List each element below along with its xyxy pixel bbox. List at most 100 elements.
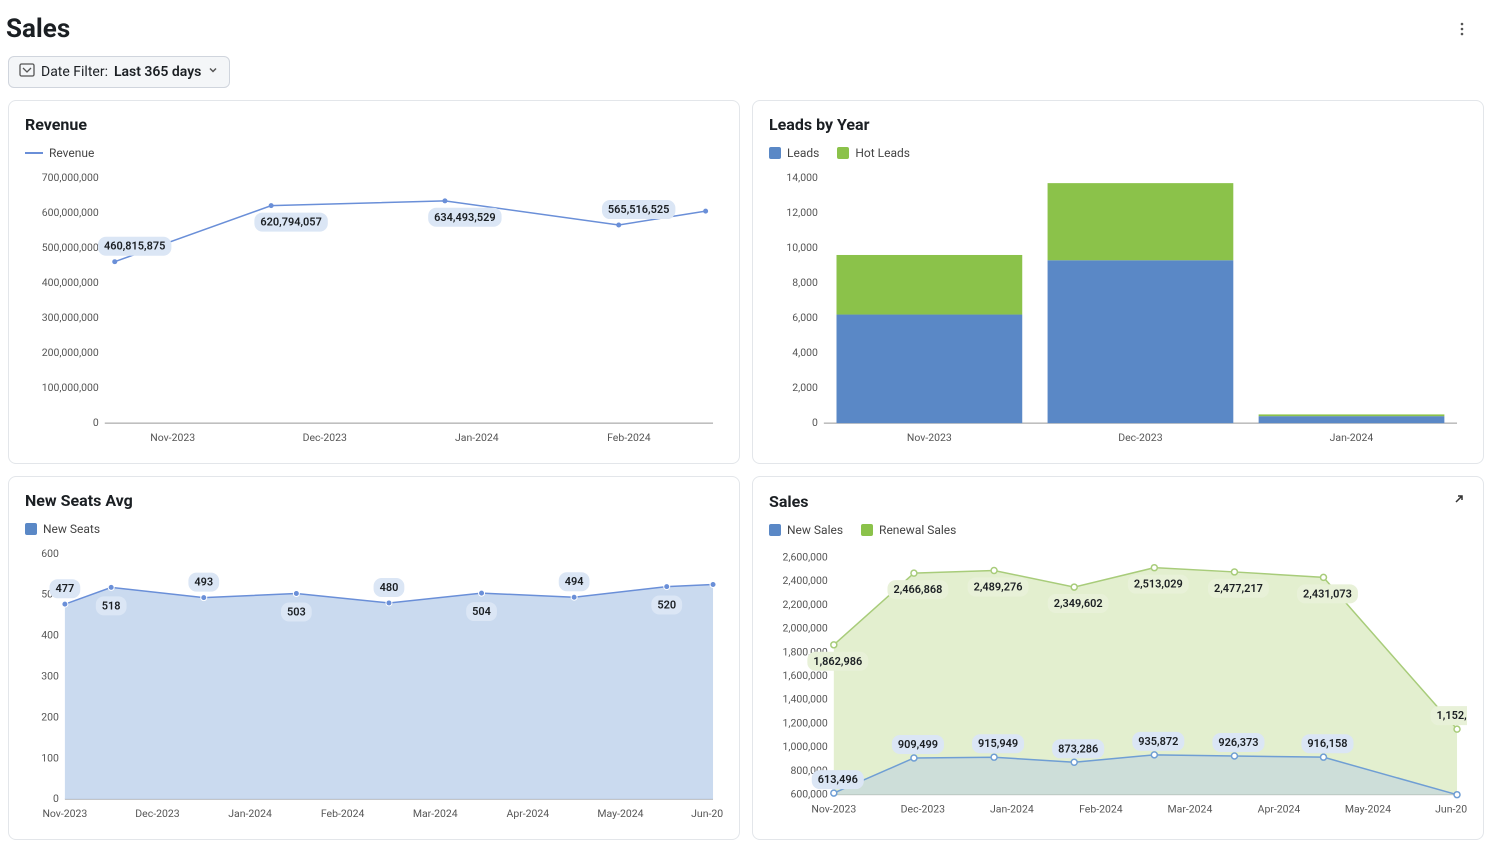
svg-text:503: 503	[287, 605, 306, 618]
svg-text:Apr-2024: Apr-2024	[1258, 803, 1301, 816]
svg-text:Dec-2023: Dec-2023	[303, 431, 347, 444]
panel-title-leads: Leads by Year	[769, 115, 869, 134]
svg-text:Dec-2023: Dec-2023	[901, 803, 945, 816]
chevron-down-icon	[207, 64, 219, 80]
svg-text:935,872: 935,872	[1138, 735, 1178, 748]
svg-text:2,200,000: 2,200,000	[783, 598, 828, 611]
svg-text:460,815,875: 460,815,875	[104, 240, 165, 253]
svg-text:2,489,276: 2,489,276	[974, 580, 1023, 593]
svg-text:Nov-2023: Nov-2023	[811, 803, 856, 816]
svg-text:2,000: 2,000	[792, 381, 818, 394]
svg-text:8,000: 8,000	[792, 276, 818, 289]
expand-icon[interactable]	[1451, 491, 1467, 511]
svg-text:May-2024: May-2024	[597, 807, 643, 820]
svg-text:494: 494	[565, 575, 584, 588]
svg-text:Mar-2024: Mar-2024	[413, 807, 458, 820]
legend-new-seats: New Seats	[25, 522, 723, 536]
legend-leads: LeadsHot Leads	[769, 146, 1467, 160]
legend-item: Revenue	[25, 146, 94, 160]
svg-text:Jan-2024: Jan-2024	[990, 803, 1034, 816]
svg-text:100,000,000: 100,000,000	[42, 381, 99, 394]
svg-text:0: 0	[93, 416, 99, 429]
svg-text:1,862,986: 1,862,986	[813, 655, 862, 668]
svg-text:500,000,000: 500,000,000	[42, 241, 99, 254]
chart-new-seats: 0100200300400500600Nov-2023Dec-2023Jan-2…	[25, 542, 723, 829]
panel-title-revenue: Revenue	[25, 115, 87, 134]
svg-text:Jun-2024: Jun-2024	[1435, 803, 1467, 816]
svg-text:6,000: 6,000	[792, 311, 818, 324]
svg-text:2,400,000: 2,400,000	[783, 574, 828, 587]
date-filter-label: Date Filter:	[41, 64, 108, 80]
filter-icon	[19, 63, 35, 81]
svg-text:1,152,324: 1,152,324	[1437, 709, 1467, 722]
legend-item: New Sales	[769, 523, 843, 537]
panel-new-seats: New Seats Avg New Seats 0100200300400500…	[8, 476, 740, 840]
svg-text:Dec-2023: Dec-2023	[1118, 431, 1162, 444]
legend-item: Renewal Sales	[861, 523, 956, 537]
svg-text:12,000: 12,000	[786, 206, 818, 219]
legend-item: Leads	[769, 146, 819, 160]
more-icon[interactable]	[1450, 17, 1474, 41]
svg-text:1,600,000: 1,600,000	[783, 669, 828, 682]
svg-text:873,286: 873,286	[1058, 742, 1098, 755]
chart-revenue: 0 100,000,000 200,000,000 300,000,000 400,00…	[25, 166, 723, 453]
svg-text:700,000,000: 700,000,000	[42, 171, 99, 184]
svg-text:613,496: 613,496	[818, 773, 858, 786]
chart-leads: 02,0004,0006,0008,00010,00012,00014,000N…	[769, 166, 1467, 453]
svg-text:1,200,000: 1,200,000	[783, 716, 828, 729]
legend-revenue: Revenue	[25, 146, 723, 160]
svg-text:Nov-2023: Nov-2023	[42, 807, 87, 820]
svg-text:634,493,529: 634,493,529	[434, 211, 495, 224]
svg-text:2,466,868: 2,466,868	[893, 583, 942, 596]
svg-text:600,000: 600,000	[790, 788, 827, 801]
svg-text:100: 100	[41, 751, 59, 764]
svg-text:565,516,525: 565,516,525	[608, 203, 669, 216]
svg-text:0: 0	[812, 416, 818, 429]
legend-item: New Seats	[25, 522, 100, 536]
chart-sales: 600,000800,0001,000,0001,200,0001,400,00…	[769, 543, 1467, 829]
date-filter-value: Last 365 days	[114, 64, 201, 80]
svg-text:480: 480	[380, 581, 399, 594]
svg-text:504: 504	[472, 605, 491, 618]
svg-text:1,400,000: 1,400,000	[783, 693, 828, 706]
svg-text:300: 300	[41, 670, 59, 683]
svg-text:Apr-2024: Apr-2024	[507, 807, 550, 820]
svg-text:2,000,000: 2,000,000	[783, 622, 828, 635]
svg-text:2,513,029: 2,513,029	[1134, 578, 1183, 591]
page-title: Sales	[6, 14, 70, 44]
svg-text:2,600,000: 2,600,000	[783, 550, 828, 563]
svg-text:477: 477	[55, 582, 74, 595]
panel-sales: Sales New Sales Renewal Sales 600,000800,…	[752, 476, 1484, 840]
panel-title-sales: Sales	[769, 492, 809, 511]
svg-text:909,499: 909,499	[898, 738, 938, 751]
svg-text:2,431,073: 2,431,073	[1303, 587, 1352, 600]
panel-leads: Leads by Year LeadsHot Leads 0 2,000 4,000…	[752, 100, 1484, 464]
svg-text:600: 600	[41, 547, 59, 560]
svg-text:4,000: 4,000	[792, 346, 818, 359]
svg-text:10,000: 10,000	[786, 241, 818, 254]
svg-text:0: 0	[53, 792, 59, 805]
svg-text:400,000,000: 400,000,000	[42, 276, 99, 289]
svg-text:493: 493	[194, 576, 213, 589]
panel-revenue: Revenue Revenue 0 100,000,000 200,000,000 3…	[8, 100, 740, 464]
svg-text:620,794,057: 620,794,057	[260, 216, 321, 229]
svg-text:Dec-2023: Dec-2023	[135, 807, 179, 820]
svg-text:2,477,217: 2,477,217	[1214, 582, 1263, 595]
svg-text:Nov-2023: Nov-2023	[150, 431, 195, 444]
svg-text:300,000,000: 300,000,000	[42, 311, 99, 324]
legend-sales: New Sales Renewal Sales	[769, 523, 1467, 537]
svg-text:518: 518	[102, 599, 121, 612]
svg-text:Jun-2024: Jun-2024	[691, 807, 723, 820]
svg-text:200: 200	[41, 710, 59, 723]
svg-text:Jan-2024: Jan-2024	[228, 807, 272, 820]
svg-text:400: 400	[41, 629, 59, 642]
svg-text:200,000,000: 200,000,000	[42, 346, 99, 359]
svg-text:2,349,602: 2,349,602	[1054, 597, 1103, 610]
svg-text:Mar-2024: Mar-2024	[1168, 803, 1213, 816]
date-filter[interactable]: Date Filter: Last 365 days	[8, 56, 230, 88]
svg-text:926,373: 926,373	[1218, 736, 1258, 749]
svg-text:Feb-2024: Feb-2024	[321, 807, 365, 820]
svg-text:Feb-2024: Feb-2024	[607, 431, 651, 444]
svg-text:May-2024: May-2024	[1345, 803, 1391, 816]
svg-text:520: 520	[657, 599, 676, 612]
